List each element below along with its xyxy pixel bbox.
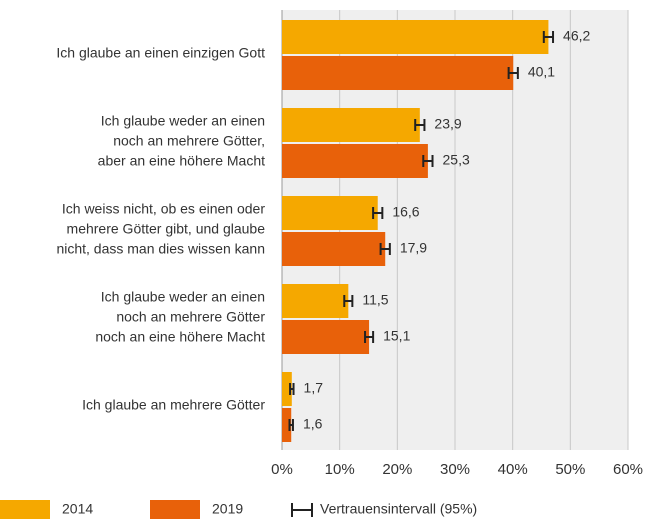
- bar: [282, 372, 292, 406]
- bar: [282, 56, 514, 90]
- error-bar: [507, 67, 519, 79]
- category-label: Ich weiss nicht, ob es einen oder: [62, 201, 265, 217]
- bar: [282, 20, 549, 54]
- x-tick-label: 40%: [498, 461, 528, 478]
- error-bar: [379, 243, 391, 255]
- category-label: noch an mehrere Götter,: [113, 133, 265, 149]
- category-label: aber an eine höhere Macht: [98, 153, 265, 169]
- error-bar: [288, 419, 294, 431]
- bar: [282, 284, 349, 318]
- value-label: 11,5: [362, 292, 388, 308]
- bar: [282, 408, 292, 442]
- value-label: 1,6: [303, 416, 323, 432]
- bar: [282, 144, 428, 178]
- bar: [282, 232, 386, 266]
- error-bar: [372, 207, 384, 219]
- legend-label: 2019: [212, 501, 243, 517]
- legend-swatch: [150, 500, 200, 519]
- x-tick-label: 50%: [555, 461, 585, 478]
- x-tick-label: 60%: [613, 461, 643, 478]
- error-bar: [422, 155, 434, 167]
- value-label: 46,2: [563, 28, 590, 44]
- value-label: 17,9: [400, 240, 427, 256]
- error-bar: [289, 383, 295, 395]
- category-label: mehrere Götter gibt, und glaube: [67, 221, 266, 237]
- x-tick-label: 20%: [382, 461, 412, 478]
- value-label: 23,9: [434, 116, 461, 132]
- category-label: noch an eine höhere Macht: [95, 329, 265, 345]
- legend-label: Vertrauensintervall (95%): [320, 501, 477, 517]
- category-label: Ich glaube weder an einen: [101, 113, 265, 129]
- bar: [282, 320, 370, 354]
- error-bar: [414, 119, 426, 131]
- value-label: 1,7: [304, 380, 324, 396]
- x-tick-label: 30%: [440, 461, 470, 478]
- legend-swatch: [0, 500, 50, 519]
- error-bar: [343, 295, 354, 307]
- bar: [282, 196, 378, 230]
- bar: [282, 108, 420, 142]
- category-label: noch an mehrere Götter: [116, 309, 265, 325]
- category-label: Ich glaube an einen einzigen Gott: [56, 45, 265, 61]
- value-label: 25,3: [443, 152, 470, 168]
- value-label: 40,1: [528, 64, 555, 80]
- value-label: 15,1: [383, 328, 410, 344]
- error-bar: [542, 31, 555, 43]
- category-label: Ich glaube an mehrere Götter: [82, 397, 265, 413]
- x-tick-label: 10%: [325, 461, 355, 478]
- category-label: Ich glaube weder an einen: [101, 289, 265, 305]
- category-label: nicht, dass man dies wissen kann: [56, 241, 265, 257]
- value-label: 16,6: [392, 204, 419, 220]
- legend-ci-icon: [291, 503, 313, 517]
- x-tick-label: 0%: [271, 461, 293, 478]
- legend-label: 2014: [62, 501, 93, 517]
- error-bar: [364, 331, 375, 343]
